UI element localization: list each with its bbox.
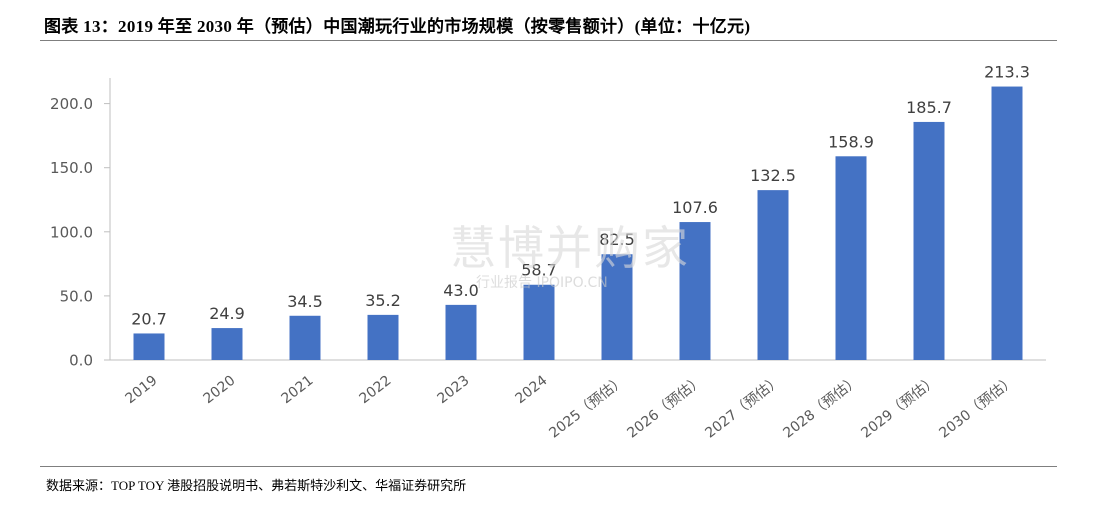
y-tick-label: 0.0 <box>69 352 93 370</box>
data-label: 34.5 <box>287 292 323 311</box>
y-tick-label: 150.0 <box>50 159 93 177</box>
x-tick-label: 2025（预估） <box>546 373 628 442</box>
y-tick-label: 200.0 <box>50 95 93 113</box>
title-divider <box>40 40 1057 41</box>
x-tick-label: 2024 <box>513 372 551 407</box>
data-label: 43.0 <box>443 281 479 300</box>
x-tick-label: 2029（预估） <box>858 373 940 442</box>
data-label: 132.5 <box>750 166 796 185</box>
bar <box>601 254 633 360</box>
data-label: 82.5 <box>599 230 635 249</box>
data-label: 58.7 <box>521 261 557 280</box>
bar <box>367 314 399 360</box>
bar <box>211 328 243 360</box>
data-label: 24.9 <box>209 304 245 323</box>
bar <box>913 121 945 360</box>
source-divider <box>40 466 1057 467</box>
x-tick-label: 2019 <box>123 373 161 408</box>
bar <box>991 86 1023 360</box>
x-tick-label: 2023 <box>435 373 473 408</box>
x-tick-label: 2026（预估） <box>624 373 706 442</box>
bar <box>133 333 165 360</box>
x-tick-label: 2030（预估） <box>936 373 1018 442</box>
x-tick-label: 2021 <box>279 373 317 408</box>
data-label: 158.9 <box>828 132 874 151</box>
data-label: 20.7 <box>131 309 167 328</box>
data-label: 107.6 <box>672 198 718 217</box>
bar <box>679 222 711 360</box>
x-tick-label: 2022 <box>357 373 395 408</box>
bar <box>289 315 321 360</box>
bar <box>445 304 477 360</box>
data-label: 185.7 <box>906 98 952 117</box>
bar <box>835 156 867 360</box>
data-label: 213.3 <box>984 63 1030 82</box>
x-tick-label: 2020 <box>201 373 239 408</box>
data-label: 35.2 <box>365 291 401 310</box>
x-tick-label: 2028（预估） <box>780 373 862 442</box>
bar <box>523 284 555 360</box>
figure-title: 图表 13：2019 年至 2030 年（预估）中国潮玩行业的市场规模（按零售额… <box>44 17 751 36</box>
y-tick-label: 50.0 <box>60 287 93 305</box>
source-note: 数据来源：TOP TOY 港股招股说明书、弗若斯特沙利文、华福证券研究所 <box>46 478 467 493</box>
y-tick-label: 100.0 <box>50 223 93 241</box>
bar <box>757 190 789 360</box>
x-tick-label: 2027（预估） <box>702 373 784 442</box>
